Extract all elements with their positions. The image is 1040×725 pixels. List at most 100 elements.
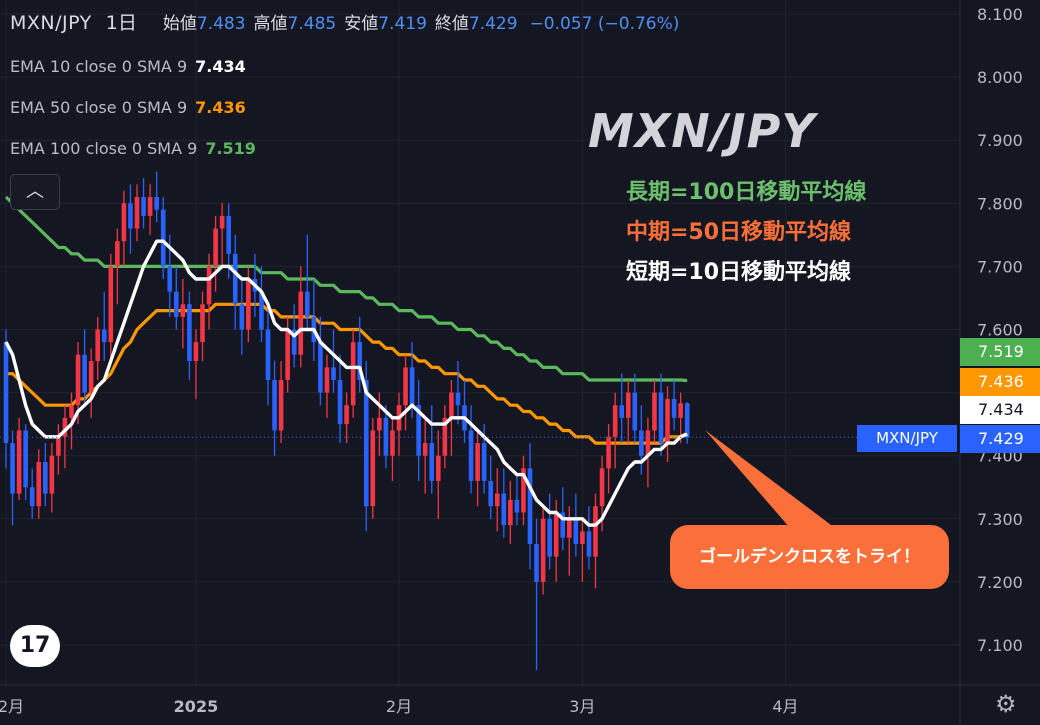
tradingview-logo-icon[interactable]: 17 bbox=[10, 625, 60, 667]
candle-body bbox=[363, 379, 369, 507]
candle-body bbox=[206, 266, 212, 305]
candle bbox=[442, 405, 448, 469]
candle bbox=[540, 506, 546, 595]
candle-body bbox=[128, 203, 133, 229]
candle bbox=[645, 417, 651, 488]
y-tick-label: 7.300 bbox=[977, 510, 1023, 529]
x-tick-label: 2025 bbox=[174, 697, 219, 716]
candle bbox=[272, 361, 277, 456]
candle-body bbox=[390, 430, 395, 456]
candle bbox=[101, 291, 107, 362]
ema100-label: EMA 100 close 0 SMA 9 bbox=[10, 139, 198, 158]
candle-body bbox=[167, 266, 173, 292]
candle bbox=[318, 316, 323, 406]
candle-body bbox=[639, 430, 644, 456]
short-term-legend: 短期=10日移動平均線 bbox=[626, 260, 852, 285]
x-tick-label: 4月 bbox=[772, 697, 798, 716]
ema50-label: EMA 50 close 0 SMA 9 bbox=[10, 98, 188, 117]
candle bbox=[671, 379, 677, 431]
candle-body bbox=[527, 468, 533, 545]
x-tick-label: 12月 bbox=[0, 697, 24, 716]
candle bbox=[239, 279, 245, 355]
candle-body bbox=[239, 304, 245, 330]
candle bbox=[684, 402, 690, 444]
candle bbox=[612, 392, 618, 469]
candle bbox=[180, 279, 186, 349]
gear-icon[interactable]: ⚙ bbox=[995, 690, 1017, 718]
candle bbox=[134, 184, 140, 242]
candle-body bbox=[246, 279, 251, 330]
annotation-title: MXN/JPY bbox=[588, 104, 816, 158]
timeframe-label[interactable]: 1日 bbox=[105, 12, 137, 34]
ema10-label: EMA 10 close 0 SMA 9 bbox=[10, 57, 188, 76]
candle-body bbox=[370, 430, 376, 507]
candle bbox=[115, 228, 120, 305]
candle bbox=[43, 443, 48, 507]
x-axis[interactable]: 12月 2025 2月 3月 4月 bbox=[0, 697, 799, 716]
candle bbox=[383, 405, 389, 469]
ema10-value: 7.434 bbox=[195, 57, 246, 76]
candle bbox=[206, 253, 212, 330]
candle-body bbox=[449, 392, 454, 418]
candle-body bbox=[671, 398, 677, 418]
candle-body bbox=[36, 462, 42, 507]
close-value: 7.429 bbox=[468, 14, 518, 34]
candle bbox=[174, 266, 179, 330]
candle-body bbox=[95, 329, 100, 362]
candle bbox=[56, 424, 61, 475]
candle bbox=[108, 253, 114, 362]
candle-body bbox=[632, 392, 638, 431]
candle-body bbox=[226, 215, 231, 254]
candle-body bbox=[324, 367, 330, 393]
candle bbox=[494, 468, 500, 532]
candle bbox=[514, 474, 520, 526]
candle bbox=[193, 329, 199, 399]
candle bbox=[154, 171, 159, 223]
ema50-legend[interactable]: EMA 50 close 0 SMA 9 7.436 bbox=[10, 98, 246, 117]
candle-body bbox=[481, 443, 487, 481]
candle bbox=[3, 329, 9, 469]
candle bbox=[370, 417, 376, 519]
current-price-tag: 7.429 bbox=[960, 425, 1040, 453]
current-symbol-tag: MXN/JPY bbox=[857, 425, 957, 452]
collapse-legend-button[interactable]: ︿ bbox=[10, 174, 60, 210]
candle-body bbox=[82, 354, 87, 393]
candle bbox=[632, 373, 638, 444]
candle bbox=[403, 354, 408, 431]
candle bbox=[16, 417, 22, 500]
candle bbox=[29, 468, 35, 519]
symbol-name[interactable]: MXN/JPY bbox=[10, 12, 92, 34]
candle-body bbox=[331, 367, 336, 380]
candle bbox=[200, 291, 205, 362]
candle bbox=[573, 493, 579, 557]
chevron-up-icon: ︿ bbox=[26, 181, 44, 202]
candle-body bbox=[508, 499, 513, 526]
y-tick-label: 7.600 bbox=[977, 321, 1023, 340]
symbol-header: MXN/JPY 1日 始値7.483 高値7.485 安値7.419 終値7.429 −0.… bbox=[10, 8, 679, 35]
candle-body bbox=[455, 392, 461, 406]
candle-body bbox=[200, 304, 205, 343]
candle bbox=[160, 196, 166, 280]
y-tick-label: 8.100 bbox=[977, 5, 1023, 24]
candle-body bbox=[75, 354, 81, 406]
candle-body bbox=[160, 209, 166, 267]
candle bbox=[475, 430, 480, 507]
candle-body bbox=[56, 436, 61, 456]
candle bbox=[501, 468, 507, 538]
candle-body bbox=[645, 430, 651, 456]
candle-body bbox=[678, 403, 683, 418]
ema10-legend[interactable]: EMA 10 close 0 SMA 9 7.434 bbox=[10, 57, 246, 76]
candle-body bbox=[187, 304, 192, 362]
ema10-line bbox=[4, 239, 688, 527]
candle-body bbox=[494, 493, 500, 507]
candle-body bbox=[272, 379, 277, 431]
candle-body bbox=[606, 436, 611, 469]
y-tick-label: 7.800 bbox=[977, 194, 1023, 213]
candle-body bbox=[23, 430, 28, 488]
candle-body bbox=[232, 253, 238, 305]
ema100-legend[interactable]: EMA 100 close 0 SMA 9 7.519 bbox=[10, 139, 256, 158]
ema50-path bbox=[6, 302, 688, 445]
open-label: 始値 bbox=[162, 14, 197, 34]
